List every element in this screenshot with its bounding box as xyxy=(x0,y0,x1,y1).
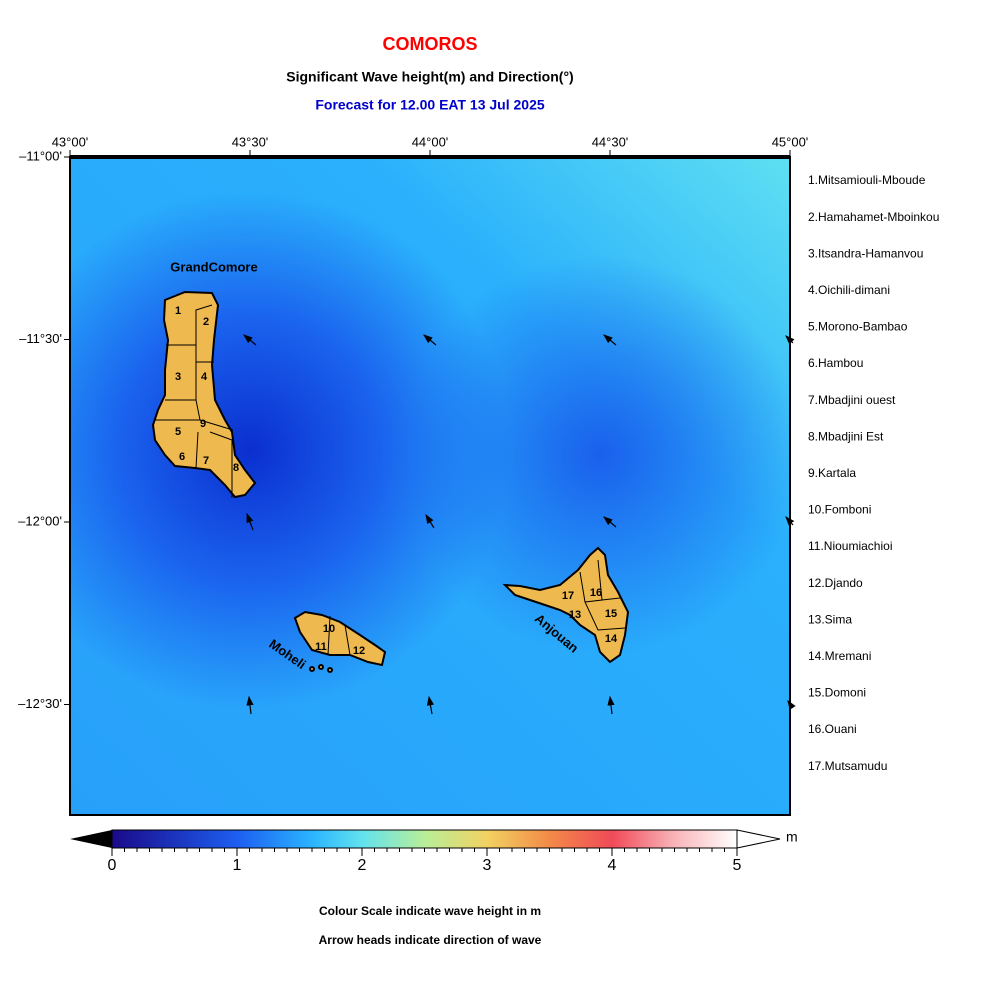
legend-entry: 7.Mbadjini ouest xyxy=(808,393,896,407)
colorbar-label: 2 xyxy=(358,857,367,874)
lon-label: 44°30' xyxy=(592,134,629,149)
colorbar-unit: m xyxy=(786,829,798,845)
legend-entry: 13.Sima xyxy=(808,612,852,626)
lon-label: 43°30' xyxy=(232,134,269,149)
islands xyxy=(151,290,630,673)
region-number: 16 xyxy=(590,587,602,599)
region-numbers: 1 2 3 4 5 6 7 8 9 10 11 12 13 14 15 16 1… xyxy=(175,305,618,657)
region-number: 15 xyxy=(605,608,617,620)
region-number: 2 xyxy=(203,316,209,328)
region-number: 3 xyxy=(175,371,181,383)
lon-label: 45°00' xyxy=(772,134,809,149)
region-number: 11 xyxy=(315,641,327,653)
wave-arrows xyxy=(243,334,796,715)
region-number: 12 xyxy=(353,645,365,657)
colorbar-label: 5 xyxy=(733,857,742,874)
footnote: Arrow heads indicate direction of wave xyxy=(319,933,542,947)
lat-label: –12°00' xyxy=(18,513,62,528)
region-number: 6 xyxy=(179,451,185,463)
lat-label: –11°30' xyxy=(19,331,62,346)
legend-entry: 1.Mitsamiouli-Mboude xyxy=(808,173,926,187)
region-number: 17 xyxy=(562,590,574,602)
legend-entry: 6.Hambou xyxy=(808,356,863,370)
title: COMOROS xyxy=(382,34,477,54)
subtitle: Significant Wave height(m) and Direction… xyxy=(286,69,573,85)
region-number: 9 xyxy=(200,418,206,430)
lat-label: –12°30' xyxy=(18,696,62,711)
legend-entry: 17.Mutsamudu xyxy=(808,759,887,773)
legend-entry: 12.Djando xyxy=(808,576,863,590)
colorbar-label: 1 xyxy=(233,857,242,874)
legend-entry: 14.Mremani xyxy=(808,649,871,663)
region-number: 5 xyxy=(175,426,181,438)
legend-entry: 8.Mbadjini Est xyxy=(808,429,884,443)
colorbar-label: 4 xyxy=(608,857,617,874)
region-number: 4 xyxy=(201,371,208,383)
legend-entry: 4.Oichili-dimani xyxy=(808,283,890,297)
legend-entry: 11.Nioumiachioi xyxy=(808,539,893,553)
footnote: Colour Scale indicate wave height in m xyxy=(319,904,541,918)
lon-label: 44°00' xyxy=(412,134,449,149)
colorbar xyxy=(70,829,781,849)
forecast: Forecast for 12.00 EAT 13 Jul 2025 xyxy=(315,97,545,113)
legend-entry: 5.Morono-Bambao xyxy=(808,320,908,334)
colorbar-label: 0 xyxy=(108,857,117,874)
lat-label: –11°00' xyxy=(19,148,62,163)
region-number: 1 xyxy=(175,305,181,317)
island-name: GrandComore xyxy=(170,259,257,274)
lon-label: 43°00' xyxy=(52,134,89,149)
legend-entry: 10.Fomboni xyxy=(808,503,871,517)
legend-entry: 2.Hamahamet-Mboinkou xyxy=(808,210,939,224)
region-number: 8 xyxy=(233,462,239,474)
legend-entry: 3.Itsandra-Hamanvou xyxy=(808,246,923,260)
region-number: 10 xyxy=(323,623,335,635)
region-number: 13 xyxy=(569,609,581,621)
legend-entry: 16.Ouani xyxy=(808,722,857,736)
colorbar-label: 3 xyxy=(483,857,492,874)
region-number: 14 xyxy=(605,633,618,645)
legend-entry: 9.Kartala xyxy=(808,466,856,480)
map: GrandComore Moheli Anjouan 1 2 3 4 5 6 7… xyxy=(69,155,796,816)
region-number: 7 xyxy=(203,455,209,467)
legend-entry: 15.Domoni xyxy=(808,686,866,700)
